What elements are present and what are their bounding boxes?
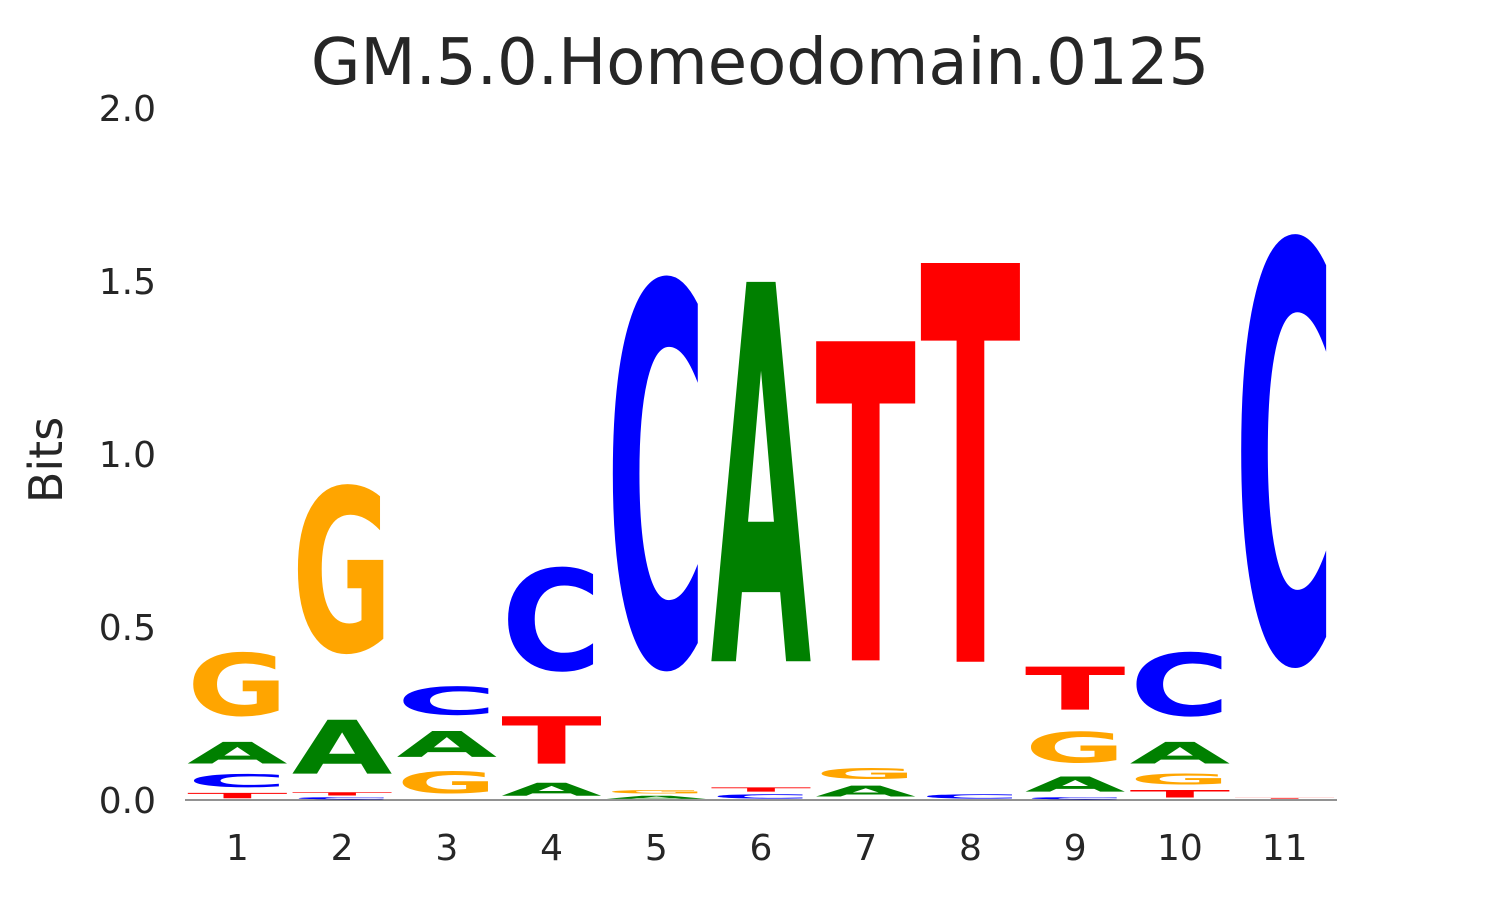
logo-letter-G: G [815,765,916,782]
x-tick-label: 7 [854,828,877,869]
logo-letter-A: A [606,795,707,800]
x-tick-label: 2 [331,828,354,869]
logo-letter-A: A [397,724,498,765]
logo-letter-A: A [815,783,916,800]
logo-letter-T: T [1130,788,1231,800]
logo-letter-T: T [292,791,393,796]
logo-letter-C: C [292,797,393,800]
logo-letter-T: T [815,256,916,765]
logo-letter-C: C [920,793,1021,800]
logo-letter-C: C [711,793,812,800]
logo-letter-G: G [1025,724,1126,772]
x-tick-label: 9 [1064,828,1087,869]
logo-letter-G: G [187,636,288,736]
x-tick-label: 3 [435,828,458,869]
logo-letter-T: T [1025,655,1126,723]
logo-position-7: AGT [815,256,916,800]
y-tick-label: 2.0 [99,89,156,130]
y-tick-label: 0.0 [99,781,156,822]
x-tick-label: 5 [645,828,668,869]
logo-letter-T: T [187,791,288,800]
logo-letter-G: G [1234,799,1335,800]
x-tick-label: 1 [226,828,249,869]
x-axis-ticks: 1 2 3 4 5 6 7 8 9 10 11 [226,828,1308,869]
x-tick-label: 6 [750,828,773,869]
logo-letter-A: A [187,736,288,770]
logo-position-8: CT [920,155,1021,800]
y-tick-label: 0.5 [99,608,156,649]
x-tick-label: 8 [959,828,982,869]
x-tick-label: 11 [1262,828,1308,869]
logo-letter-T: T [711,786,812,793]
logo-letter-C: C [1130,636,1231,736]
logo-letter-T: T [1234,798,1335,799]
logo-letter-A: A [501,779,602,800]
logo-letter-C: C [187,771,288,792]
y-tick-label: 1.5 [99,262,156,303]
y-tick-label: 1.0 [99,435,156,476]
logo-letter-A: A [711,180,812,785]
logo-letter-G: G [1130,771,1231,788]
logo-letter-C: C [501,541,602,703]
logo-position-5: AGC [606,180,707,800]
y-axis-ticks: 0.0 0.5 1.0 1.5 2.0 [99,89,156,822]
logo-letter-T: T [501,703,602,779]
logo-position-6: CTA [711,180,812,800]
x-tick-label: 10 [1157,828,1203,869]
logo-letter-C: C [1234,129,1335,796]
logo-letter-A: A [1130,736,1231,770]
logo-letter-C: C [606,180,707,789]
logo-letter-C: C [1025,797,1126,800]
logo-letter-G: G [397,766,498,801]
logo-letter-A: A [1025,772,1126,796]
logo-letter-G: G [606,790,707,795]
logo-letter-G: G [292,442,393,704]
x-tick-label: 4 [540,828,563,869]
logo-position-11: GT C [1234,129,1335,800]
chart-title: GM.5.0.Homeodomain.0125 [311,26,1209,100]
logo-letter-T: T [920,155,1021,791]
y-axis-label: Bits [19,417,73,503]
logo-letter-C: C [397,679,498,724]
logo-letter-A: A [292,705,393,791]
logo-position-4: ATC [501,541,602,800]
logo-position-3: GAC [397,679,498,800]
